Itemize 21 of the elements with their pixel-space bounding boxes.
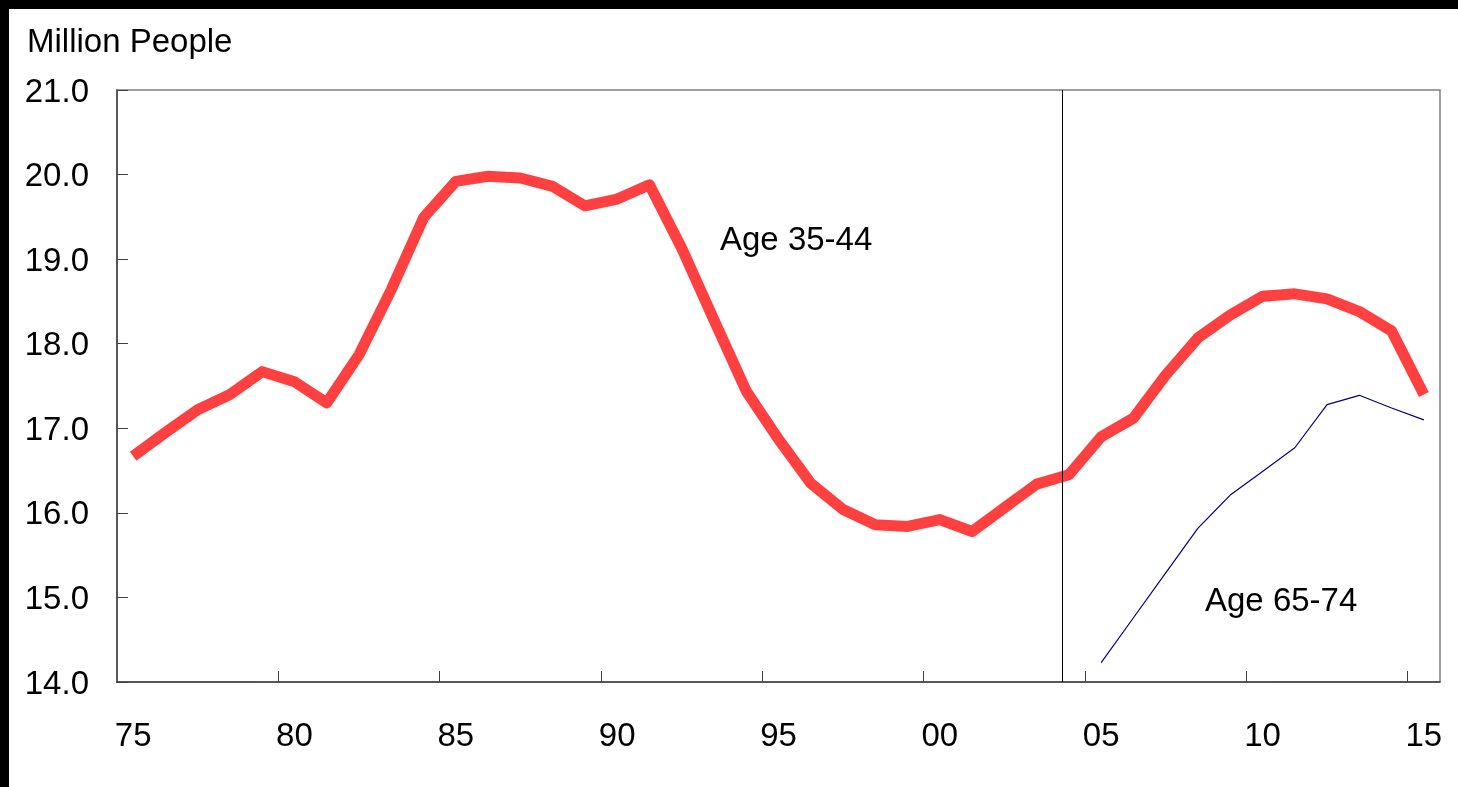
y-axis-title: Million People [27,22,233,59]
x-tick-label: 00 [921,716,959,753]
y-tick-label: 15.0 [24,578,89,616]
y-tick-label: 21.0 [24,71,89,109]
x-tick-label: 15 [1405,716,1443,753]
series-label: Age 65-74 [1205,581,1358,618]
x-tick-label: 95 [760,716,797,753]
x-tick-label: 10 [1244,716,1281,753]
x-tick-label: 90 [598,716,636,753]
y-tick-label: 16.0 [24,494,89,532]
y-tick-label: 18.0 [24,325,89,363]
x-tick-label: 05 [1082,716,1120,753]
x-tick-label: 80 [276,716,313,753]
line-series [1100,394,1425,664]
y-tick-label: 17.0 [24,409,89,447]
x-tick-label: 75 [114,716,152,753]
x-tick-label: 85 [437,716,475,753]
y-tick-label: 20.0 [24,156,89,194]
series-label: Age 35-44 [720,220,873,257]
y-tick-label: 19.0 [24,240,89,278]
y-tick-label: 14.0 [24,663,89,701]
